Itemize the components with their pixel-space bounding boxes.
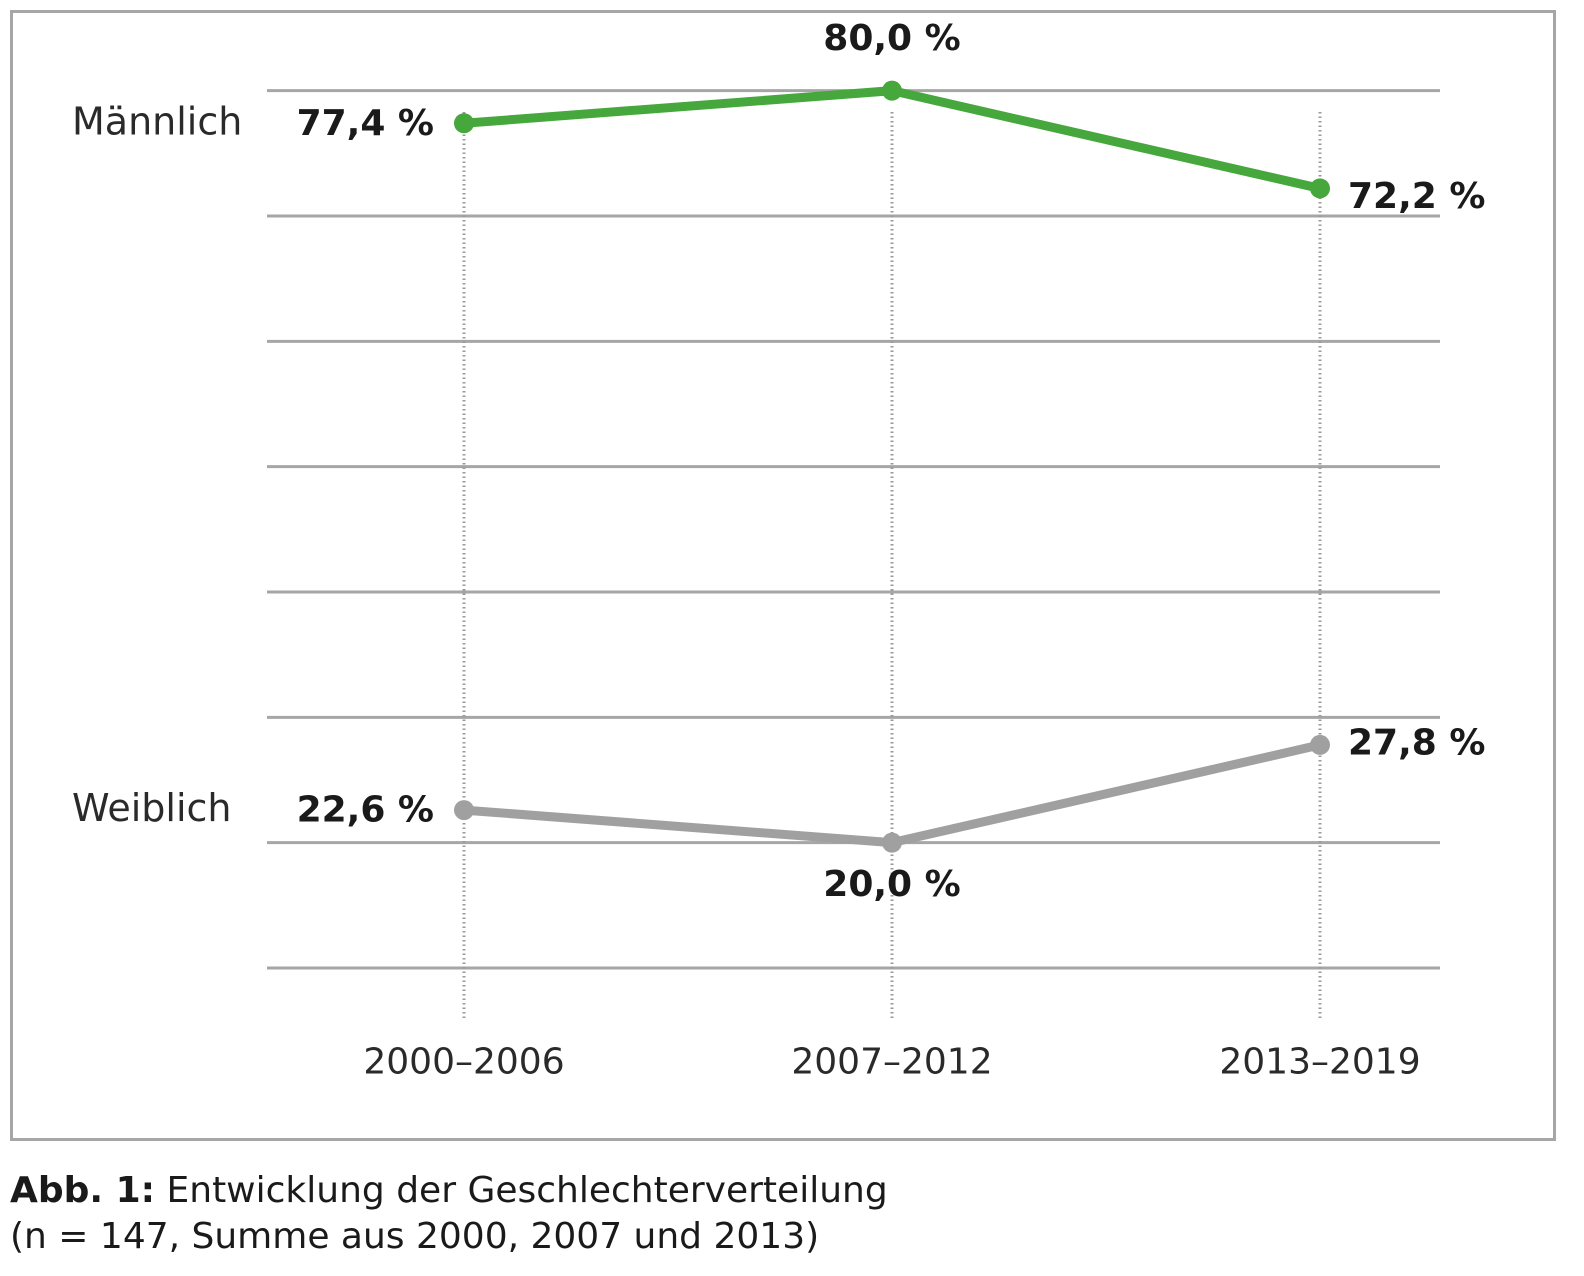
category-guides: [462, 112, 1322, 1020]
caption-label: Abb. 1:: [10, 1170, 156, 1211]
data-point: [882, 80, 902, 101]
x-tick-label: 2007–2012: [791, 1042, 992, 1083]
data-point: [454, 800, 474, 821]
caption-title: Entwicklung der Geschlechterverteilung: [155, 1170, 888, 1211]
legend: Männlich Weiblich: [72, 99, 242, 830]
data-label: 27,8 %: [1348, 722, 1485, 763]
chart-frame: [10, 10, 1556, 1141]
data-label: 72,2 %: [1348, 176, 1485, 217]
data-labels: 77,4 % 80,0 % 72,2 % 22,6 % 20,0 % 27,8 %: [297, 18, 1486, 905]
x-tick-label: 2013–2019: [1219, 1042, 1420, 1083]
data-point: [1310, 178, 1330, 199]
series-layer: [454, 80, 1330, 853]
data-point: [882, 832, 902, 853]
figure-caption: Abb. 1: Entwicklung der Geschlechtervert…: [10, 1168, 888, 1214]
line-chart: 77,4 % 80,0 % 72,2 % 22,6 % 20,0 % 27,8 % 200…: [72, 18, 1486, 1083]
data-label: 77,4 %: [297, 103, 434, 144]
data-label: 80,0 %: [823, 18, 960, 59]
x-tick-label: 2000–2006: [363, 1042, 564, 1083]
data-point: [454, 113, 474, 134]
caption-note: (n = 147, Summe aus 2000, 2007 und 2013): [10, 1216, 820, 1257]
data-point: [1310, 734, 1330, 755]
data-label: 20,0 %: [823, 864, 960, 905]
x-tick-labels: 2000–2006 2007–2012 2013–2019: [363, 1042, 1420, 1083]
legend-label-maennlich: Männlich: [72, 99, 242, 143]
legend-label-weiblich: Weiblich: [72, 786, 232, 830]
data-label: 22,6 %: [297, 790, 434, 831]
